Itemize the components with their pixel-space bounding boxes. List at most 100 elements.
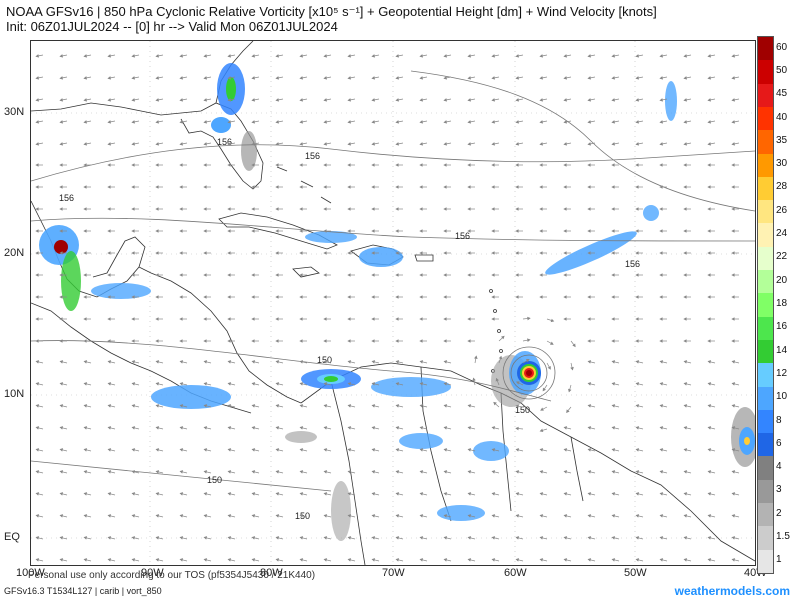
- wind-arrow-head: [347, 98, 351, 102]
- wind-arrow-head: [563, 142, 567, 146]
- wind-arrow-head: [572, 343, 576, 348]
- wind-arrow-head: [635, 492, 640, 496]
- wind-arrow-head: [371, 317, 375, 321]
- wind-arrow-head: [515, 185, 519, 189]
- wind-arrow-head: [155, 317, 159, 321]
- contour-label: 156: [217, 137, 232, 147]
- wind-arrow-head: [443, 76, 447, 80]
- wind-arrow-head: [563, 470, 568, 474]
- wind-arrow-head: [227, 185, 231, 189]
- wind-arrow-head: [587, 142, 591, 146]
- wind-arrow-head: [203, 448, 208, 452]
- wind-arrow-head: [635, 448, 640, 452]
- wind-arrow-head: [683, 229, 687, 233]
- wind-arrow-head: [587, 295, 591, 299]
- wind-arrow-head: [419, 317, 423, 321]
- wind-arrow-head: [443, 185, 447, 189]
- colorbar-segment: [758, 316, 773, 341]
- wind-arrow-head: [587, 470, 592, 474]
- wind-arrow-head: [611, 382, 616, 386]
- wind-arrow-head: [107, 382, 112, 386]
- wind-arrow-head: [395, 76, 399, 80]
- colorbar-label: 12: [776, 367, 788, 379]
- wind-arrow-head: [467, 426, 472, 430]
- wind-arrow-head: [251, 229, 255, 233]
- wind-arrow-head: [467, 54, 471, 58]
- wind-arrow-head: [35, 448, 40, 452]
- wind-arrow-head: [203, 295, 207, 299]
- wind-arrow-head: [611, 76, 615, 80]
- colorbar-segment: [758, 433, 773, 457]
- wind-arrow-head: [731, 54, 735, 58]
- wind-arrow-head: [467, 448, 472, 452]
- wind-arrow-head: [59, 98, 63, 102]
- lon-label-70w: 70W: [382, 567, 405, 579]
- wind-arrow-head: [731, 558, 736, 562]
- wind-arrow-head: [443, 295, 447, 299]
- wind-arrow-head: [587, 98, 591, 102]
- wind-arrow-head: [474, 355, 478, 359]
- wind-arrow-head: [83, 295, 87, 299]
- wind-arrow-head: [371, 98, 375, 102]
- lat-label-30n: 30N: [4, 106, 25, 118]
- wind-arrow-head: [635, 76, 639, 80]
- wind-arrow-head: [347, 426, 352, 430]
- wind-arrow-head: [155, 339, 159, 343]
- wind-arrow-head: [203, 492, 208, 496]
- wind-arrow-head: [635, 229, 639, 233]
- wind-arrow-head: [347, 382, 352, 386]
- wind-arrow-head: [131, 207, 135, 211]
- wind-arrow-head: [467, 142, 471, 146]
- wind-arrow-head: [35, 273, 39, 277]
- wind-arrow-head: [443, 382, 448, 386]
- wind-arrow-head: [179, 317, 183, 321]
- wind-arrow-head: [683, 470, 688, 474]
- wind-arrow-head: [131, 295, 135, 299]
- colorbar-label: 28: [776, 181, 788, 193]
- wind-arrow-head: [107, 120, 111, 124]
- wind-arrow-head: [35, 295, 39, 299]
- wind-arrow-head: [107, 492, 112, 496]
- wind-arrow-head: [179, 142, 183, 146]
- wind-arrow-head: [635, 382, 640, 386]
- wind-arrow-head: [275, 558, 280, 562]
- wind-arrow-head: [275, 142, 279, 146]
- wind-arrow-head: [299, 142, 303, 146]
- wind-arrow-head: [491, 185, 495, 189]
- wind-arrow-head: [155, 295, 159, 299]
- wind-arrow-head: [35, 317, 39, 321]
- wind-arrow-head: [251, 558, 256, 562]
- wind-arrow-head: [203, 317, 207, 321]
- wind-arrow-head: [563, 492, 568, 496]
- colorbar-label: 2: [776, 507, 782, 519]
- wind-arrow-head: [227, 207, 231, 211]
- wind-arrow-head: [587, 185, 591, 189]
- wind-arrow-head: [371, 185, 375, 189]
- wind-arrow-head: [395, 470, 400, 474]
- colorbar-segment: [758, 200, 773, 224]
- wind-arrow-head: [659, 185, 663, 189]
- map-panel: 156 156 156 156 156 150 150 150 150: [30, 40, 756, 566]
- wind-arrow-head: [179, 426, 184, 430]
- wind-arrow-head: [443, 229, 447, 233]
- wind-arrow-head: [83, 120, 87, 124]
- wind-arrow-head: [179, 470, 184, 474]
- wind-arrow-head: [539, 54, 543, 58]
- wind-arrow-head: [467, 558, 472, 562]
- colorbar-label: 3: [776, 484, 782, 496]
- wind-arrow-head: [371, 470, 376, 474]
- wind-arrow-head: [472, 377, 476, 382]
- colorbar-segment: [758, 60, 773, 85]
- wind-arrow-head: [227, 514, 232, 518]
- wind-arrow-head: [203, 536, 208, 540]
- wind-arrow-head: [347, 558, 352, 562]
- colorbar-label: 20: [776, 274, 788, 286]
- wind-arrow-head: [707, 295, 711, 299]
- wind-arrow-head: [323, 317, 327, 321]
- wind-arrow-head: [419, 251, 423, 255]
- wind-arrow-head: [707, 76, 711, 80]
- wind-arrow-head: [275, 207, 279, 211]
- wind-arrow-head: [539, 295, 543, 299]
- brand-link[interactable]: weathermodels.com: [674, 584, 790, 598]
- wind-arrow-head: [395, 558, 400, 562]
